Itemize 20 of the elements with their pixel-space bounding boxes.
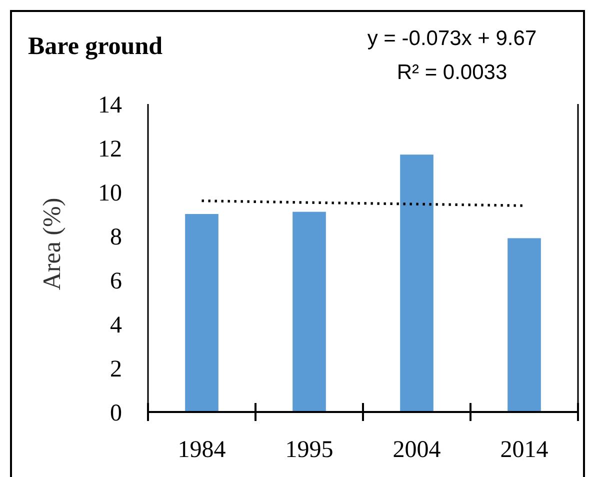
y-tick-label: 10	[98, 180, 122, 206]
y-tick-label: 12	[98, 136, 122, 162]
y-axis-title: Area (%)	[39, 198, 66, 290]
y-tick-label: 0	[110, 400, 122, 426]
y-tick-label: 4	[110, 312, 122, 338]
chart-title: Bare ground	[28, 33, 163, 60]
bar	[400, 154, 434, 412]
y-tick-label: 6	[110, 268, 122, 294]
bar	[185, 214, 218, 412]
y-tick-label: 8	[110, 224, 122, 250]
x-tick-label: 1995	[285, 437, 334, 463]
y-tick-label: 2	[110, 356, 122, 382]
bar	[292, 212, 326, 412]
bar	[508, 238, 541, 412]
text: R² = 0.0033	[396, 61, 508, 84]
text: y = -0.073x + 9.67	[367, 27, 537, 50]
x-tick-label: 2014	[500, 437, 548, 463]
x-tick-label: 1984	[178, 437, 226, 463]
y-tick-label: 14	[98, 92, 122, 118]
x-tick-label: 2004	[392, 437, 441, 463]
